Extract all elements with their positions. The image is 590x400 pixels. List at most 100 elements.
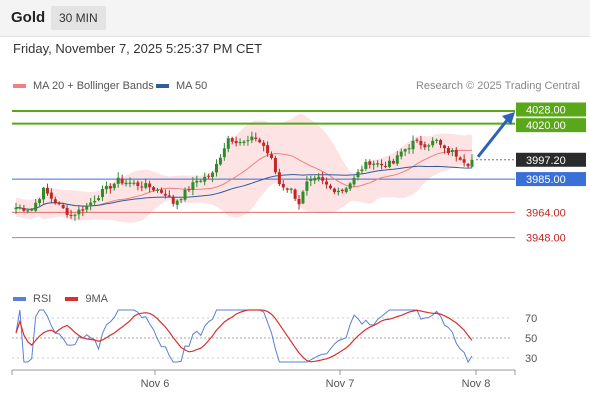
candle-body [222,148,226,158]
candle-body [120,178,124,184]
candle-body [234,140,238,144]
candle [266,141,270,157]
candle-body [297,198,301,205]
candle [466,163,470,168]
candle [85,202,89,213]
candle-body [140,186,144,188]
candle-body [442,145,446,149]
candle [317,173,321,182]
ma20-legend: MA 20 + Bollinger Bands [13,80,154,92]
rsi-legend: RSI 9MA [13,293,122,305]
candle [34,199,38,212]
level-label-text-3: 3985.00 [526,174,566,186]
candle [112,182,116,191]
candle [42,186,46,204]
candle [458,156,462,161]
candle-body [104,186,108,190]
candle [159,187,163,194]
candle [222,143,226,161]
candle [132,180,136,186]
candle-body [175,200,179,205]
level-label-box-2 [516,152,586,167]
candle [73,213,77,221]
candle-body [293,189,297,199]
candle [332,187,336,195]
candle-body [226,138,230,149]
candle [203,172,207,186]
candle-body [372,163,376,165]
candle [49,188,53,203]
ma50-legend-label: MA 50 [176,80,208,92]
asset-title: Gold [11,9,46,26]
candlesticks [14,131,474,221]
candle [454,147,458,162]
candle [97,195,101,202]
level-label-2: 3997.20 [516,152,586,167]
candle [384,161,388,169]
candle [81,206,85,216]
candle [439,138,443,149]
candle [183,187,187,202]
candle [140,181,144,192]
candle-body [45,187,49,194]
report-datetime: Friday, November 7, 2025 5:25:37 PM CET [13,41,263,56]
candle-body [211,172,215,177]
ma50-line [16,165,473,210]
candle [163,189,167,199]
candle [407,144,411,154]
candle-body [242,141,246,144]
rsi-tick-30: 30 [525,353,537,365]
candle [419,135,423,150]
candle [175,199,179,210]
candle-body [454,149,458,157]
ma50-swatch [156,84,169,88]
candle-body [214,163,218,173]
candle-body [427,145,431,147]
candle-body [317,176,321,180]
candle-body [446,147,450,154]
candle [399,148,403,160]
candle-body [246,140,250,142]
candle [22,205,26,212]
candle [340,188,344,194]
candle [89,197,93,211]
candle-body [376,163,380,165]
candle [285,187,289,193]
level-label-text-2: 3997.20 [526,155,566,167]
level-label-1: 4020.00 [516,118,586,132]
candle-body [53,199,57,204]
candle [242,140,246,146]
candle-body [321,177,325,181]
candle-body [179,199,183,201]
candle [301,190,305,205]
candle-body [156,189,160,191]
ma20-legend-label: MA 20 + Bollinger Bands [33,80,154,92]
candle [26,208,30,214]
candle [207,173,211,180]
level-label-box-1 [516,118,586,133]
candle-body [273,157,277,173]
candle-body [108,185,112,189]
level-label-box-0 [516,102,586,117]
candle [191,177,195,196]
candle [277,168,281,187]
candle-body [309,179,313,181]
candle-body [258,139,262,143]
rsi-ma-line [15,309,473,363]
candle-body [305,181,309,191]
candle [415,137,419,143]
timeframe-button[interactable]: 30 MIN [51,6,106,30]
candle-body [26,210,30,212]
candle-body [81,209,85,211]
candle [148,180,152,193]
candle [69,209,73,219]
candle-body [450,150,454,153]
candle [171,194,175,207]
candle [372,160,376,170]
candle [128,177,132,188]
candle-body [439,140,443,145]
candle-body [262,142,266,146]
candle-body [415,139,419,141]
arrow-head [502,112,515,125]
